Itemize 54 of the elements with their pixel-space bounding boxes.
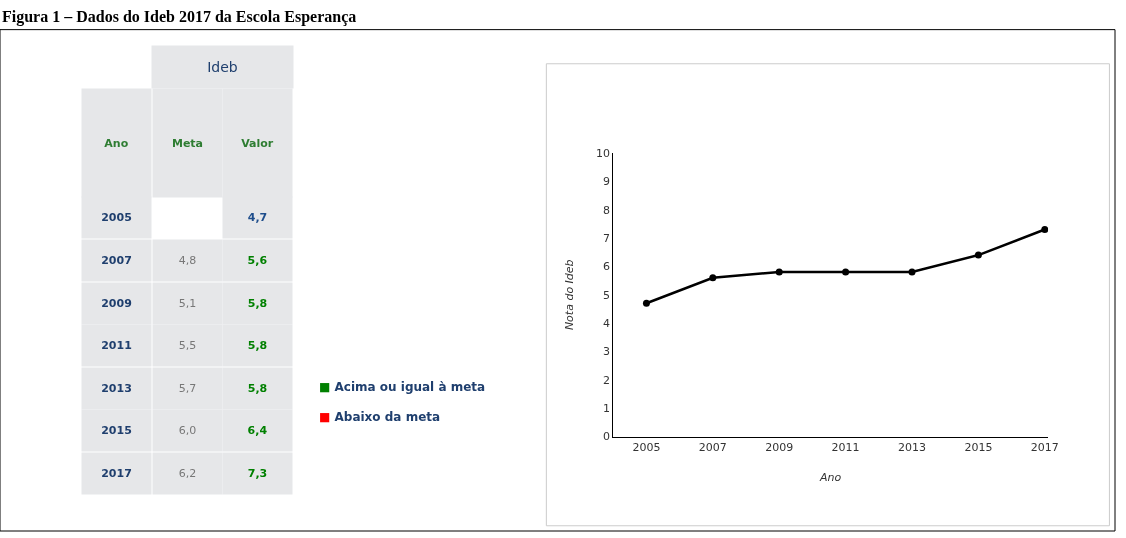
y-axis-title: Nota do Ideb [562,259,576,331]
y-tick-label: 2011 [101,339,132,352]
x-tick-label: 2007 [698,440,727,454]
x-tick-label: 2017 [1030,440,1059,454]
data-label: 5,8 [247,382,268,395]
text: ■ Abaixo da meta [319,410,441,424]
y-tick-label: 6 [603,260,611,274]
x-tick-label: 2005 [632,440,661,454]
y-tick-label: 9 [603,175,611,189]
data-label: 5,1 [178,297,197,310]
data-label: 5,8 [247,339,268,352]
y-tick-label: 5 [603,288,611,302]
y-tick-label: 10 [596,146,611,160]
x-tick-label: 2011 [831,440,860,454]
data-label: 5,8 [247,297,268,310]
y-tick-label: 1 [603,402,611,415]
data-label: 7,3 [247,467,268,480]
point [1041,226,1049,234]
data-label: 6,4 [247,424,268,437]
y-tick-label: 2005 [101,211,132,224]
point [642,299,650,307]
y-tick-label: 7 [603,231,611,245]
x-axis-title: Ano [819,470,842,484]
y-tick-label: 2017 [101,467,132,480]
x-tick-label: Meta [171,136,204,150]
point [974,251,982,259]
y-tick-label: 2007 [101,254,132,267]
y-tick-label: 2009 [101,297,132,310]
data-label: 5,6 [247,254,268,267]
data-label: 6,2 [178,467,197,480]
point [908,268,916,276]
data-label: 5,5 [178,339,197,352]
y-tick-label: 0 [603,430,611,444]
data-label: 4,8 [178,254,197,267]
x-tick-label: Valor [241,136,274,150]
y-tick-label: 3 [603,345,611,359]
data-label: 4,7 [247,211,268,224]
y-tick-label: 4 [603,316,611,330]
point [709,274,717,282]
data-label: 5,7 [178,382,197,395]
y-axis-title: Ano [104,136,129,150]
y-tick-label: 8 [603,203,611,217]
x-tick-label: 2015 [964,440,993,454]
x-tick-label: 2013 [898,440,926,454]
point [842,268,850,276]
x-tick-label: 2009 [765,440,794,454]
chart-title: Figura 1 – Dados do Ideb 2017 da Escola Esperança [2,8,357,26]
data-label: 6,0 [178,424,197,437]
y-tick-label: 2013 [101,382,132,395]
chart-subtitle: Ideb [207,59,238,75]
y-tick-label: 2 [603,373,611,387]
y-tick-label: 2015 [101,424,132,437]
point [775,268,783,276]
text: ■ Acima ou igual à meta [319,380,486,394]
